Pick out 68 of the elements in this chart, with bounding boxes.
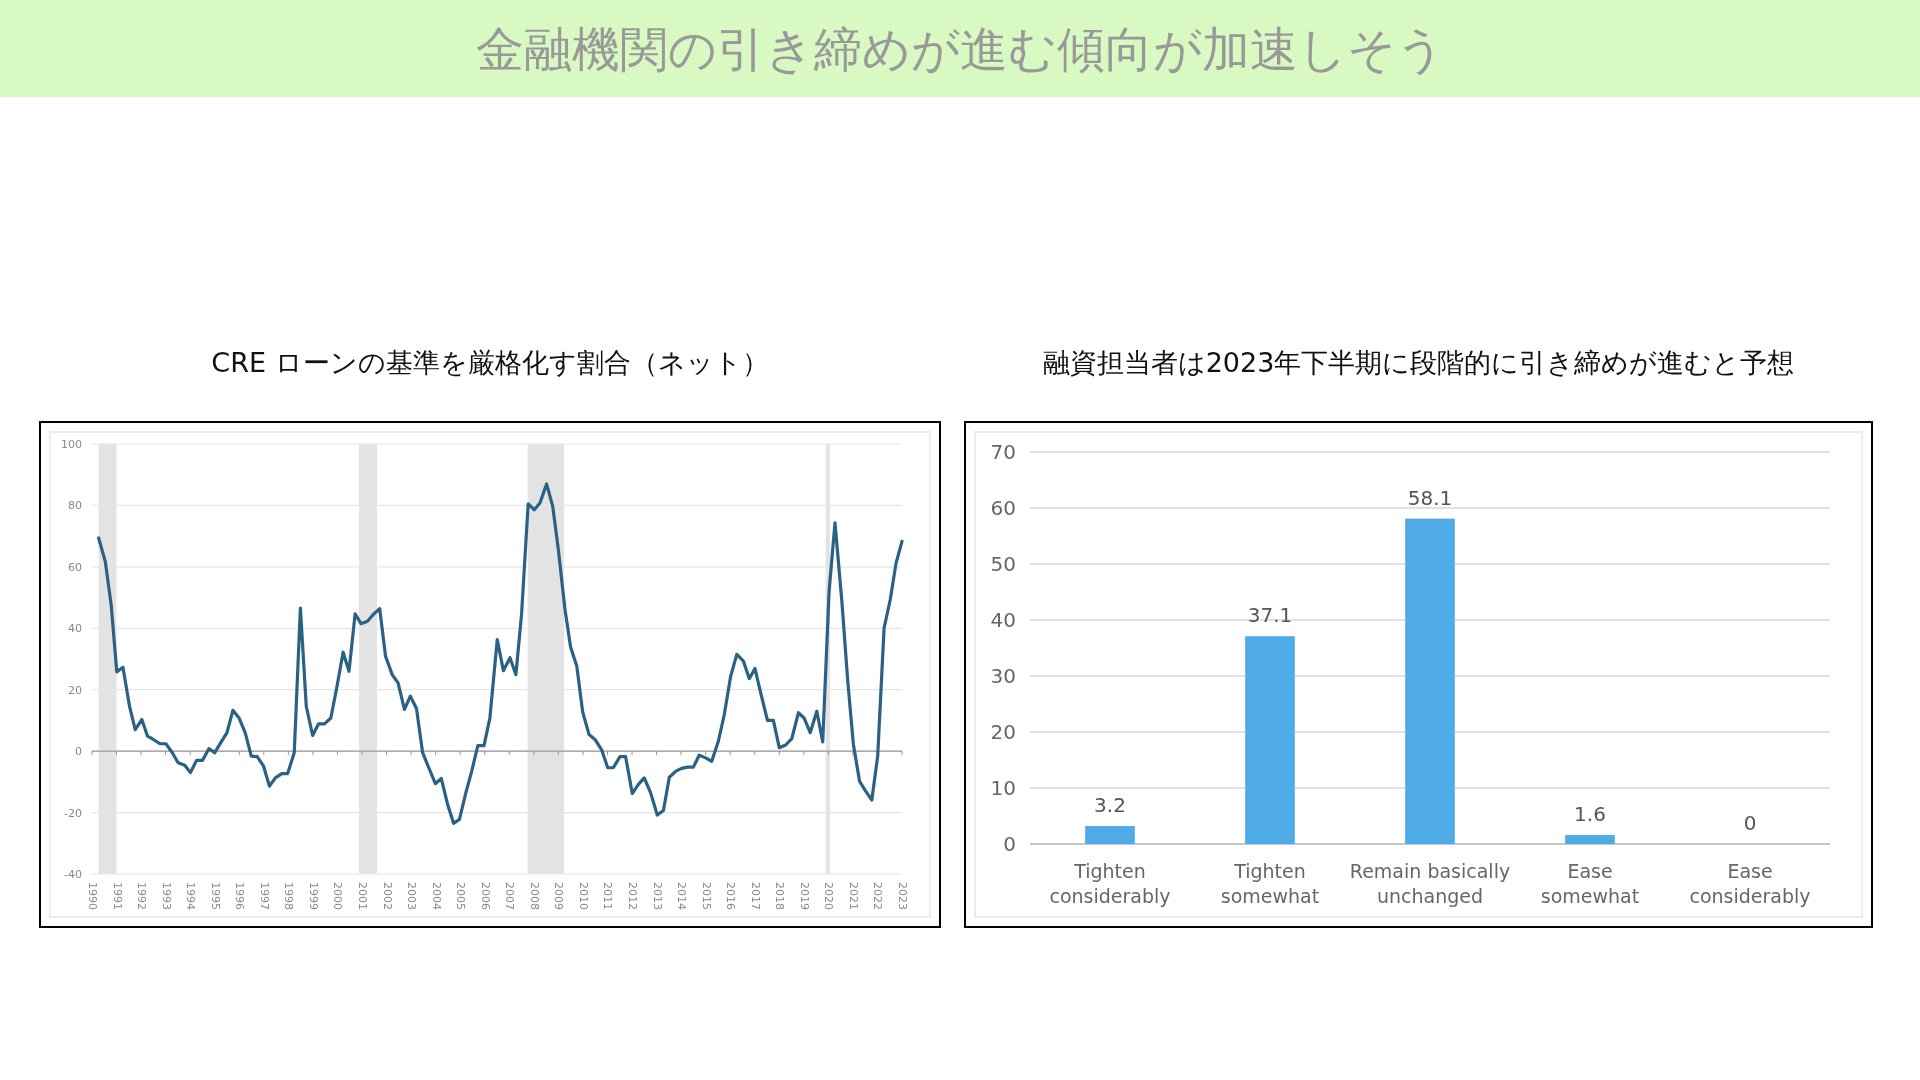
x-tick-label: 2019 [797, 882, 811, 910]
x-tick-label: 1991 [110, 882, 124, 910]
bar [1405, 518, 1455, 844]
x-tick-label: 2023 [896, 882, 909, 910]
x-tick-label: 2003 [405, 882, 419, 910]
y-tick-label: 60 [990, 496, 1016, 520]
y-tick-label: 30 [990, 664, 1016, 688]
x-tick-label: 2013 [650, 882, 664, 910]
x-tick-label: 2017 [748, 882, 762, 910]
x-tick-label: 2001 [356, 882, 369, 910]
x-tick-label: 2005 [454, 882, 468, 910]
data-label: 3.2 [1094, 793, 1126, 818]
y-tick-label: 40 [990, 608, 1016, 632]
x-tick-label: Tighten somewhat [1220, 860, 1320, 907]
x-tick-label: 2006 [478, 882, 492, 910]
line-series [97, 482, 904, 825]
x-tick-label: 1990 [86, 882, 99, 910]
x-tick-label: 2012 [626, 882, 639, 910]
y-tick-label: 0 [75, 745, 82, 759]
chart-title: CRE ローンの基準を厳格化す割合（ネット） [211, 347, 769, 378]
data-label: 58.1 [1407, 485, 1453, 510]
y-tick-label: 50 [990, 552, 1016, 576]
x-tick-label: 2008 [527, 882, 541, 910]
x-tick-label: Remain basically unchanged [1349, 860, 1511, 907]
x-tick-label: 2016 [724, 882, 738, 910]
x-tick-label: 1999 [306, 882, 320, 910]
x-tick-label: Ease considerably [1689, 860, 1811, 907]
y-tick-label: 0 [1003, 832, 1016, 856]
x-tick-label: 2021 [846, 882, 860, 910]
x-tick-label: 2022 [871, 882, 885, 910]
x-tick-label: 1996 [233, 882, 247, 910]
chart-title: 融資担当者は2023年下半期に段階的に引き締めが進むと予想 [1042, 347, 1795, 378]
x-tick-label: 2000 [331, 882, 345, 910]
y-tick-label: 10 [990, 776, 1016, 800]
x-tick-label: 1995 [208, 882, 222, 910]
y-tick-label: 20 [68, 683, 82, 697]
x-tick-label: 1998 [282, 882, 296, 910]
y-tick-label: 70 [990, 440, 1016, 464]
x-tick-label: 2010 [576, 882, 590, 910]
y-tick-label: 40 [68, 622, 82, 636]
y-tick-label: 100 [61, 438, 82, 451]
x-tick-label: 2004 [429, 882, 443, 910]
x-tick-label: 2011 [601, 882, 615, 910]
data-label: 37.1 [1247, 603, 1293, 628]
data-label: 1.6 [1574, 802, 1606, 827]
y-tick-label: -20 [64, 806, 82, 820]
x-tick-label: 2015 [699, 882, 713, 910]
x-tick-label: 2020 [822, 882, 836, 910]
x-tick-label: 1993 [159, 882, 173, 910]
x-tick-label: 1994 [184, 882, 198, 910]
x-tick-label: 2009 [552, 882, 566, 910]
x-tick-label: 2018 [773, 882, 787, 910]
x-tick-label: Tighten considerably [1049, 860, 1171, 907]
x-tick-label: 2007 [503, 882, 517, 910]
bar [1085, 826, 1135, 844]
x-tick-label: 1992 [135, 882, 149, 910]
bar [1245, 636, 1295, 844]
bar [1565, 835, 1615, 844]
y-tick-label: 20 [990, 720, 1016, 744]
data-label: 0 [1743, 811, 1757, 835]
x-tick-label: Ease somewhat [1540, 860, 1640, 907]
text: 金融機関の引き締めが進む傾向が加速しそう [475, 21, 1445, 77]
x-tick-label: 2002 [380, 882, 394, 910]
y-tick-label: -40 [64, 868, 82, 881]
x-tick-label: 2014 [675, 882, 689, 910]
y-tick-label: 60 [68, 560, 82, 574]
x-tick-label: 1997 [257, 882, 271, 910]
y-tick-label: 80 [68, 499, 82, 513]
